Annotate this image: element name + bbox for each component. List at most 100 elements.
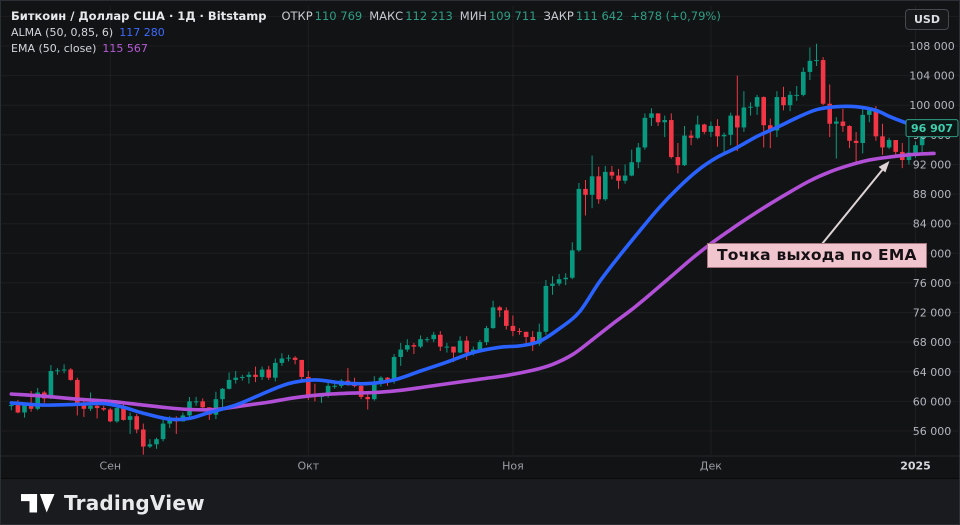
candle-body bbox=[616, 175, 621, 181]
ema-indicator-name: EMA (50, close) bbox=[11, 42, 97, 55]
candle-body bbox=[240, 376, 245, 378]
candle-body bbox=[431, 334, 436, 340]
candle-body bbox=[834, 121, 839, 124]
candle-body bbox=[88, 405, 93, 409]
candle-body bbox=[563, 277, 568, 280]
candle-body bbox=[154, 439, 159, 445]
price-axis-label[interactable]: 72 000 bbox=[913, 307, 952, 320]
symbol-title[interactable]: Биткоин / Доллар США · 1Д · Bitstamp bbox=[11, 9, 267, 23]
candle-body bbox=[464, 340, 469, 353]
price-axis-label[interactable]: 108 000 bbox=[909, 40, 955, 53]
price-axis-label[interactable]: 84 000 bbox=[913, 218, 952, 231]
candle-body bbox=[484, 328, 489, 343]
candle-body bbox=[517, 331, 522, 333]
candle-body bbox=[259, 369, 265, 377]
last-price-value: 96 907 bbox=[911, 122, 953, 135]
price-axis-label[interactable]: 68 000 bbox=[913, 336, 952, 349]
close-value: 111 642 bbox=[575, 9, 624, 23]
high-value: 112 213 bbox=[405, 9, 453, 23]
candle-body bbox=[332, 385, 337, 387]
change-value: +878 (+0,79%) bbox=[630, 9, 721, 23]
candle-body bbox=[497, 307, 502, 311]
time-axis-label[interactable]: Сен bbox=[99, 460, 121, 473]
price-axis-label[interactable]: 64 000 bbox=[913, 366, 952, 379]
candle-body bbox=[451, 346, 456, 353]
chart-legend: Биткоин / Доллар США · 1Д · Bitstamp ОТКР… bbox=[11, 8, 721, 58]
price-axis-label[interactable]: 56 000 bbox=[913, 425, 952, 438]
candle-body bbox=[504, 310, 509, 326]
ema-indicator-value: 115 567 bbox=[102, 42, 148, 55]
price-axis-label[interactable]: 88 000 bbox=[913, 188, 952, 201]
price-axis-label[interactable]: 60 000 bbox=[913, 395, 952, 408]
candle-body bbox=[682, 135, 687, 166]
tradingview-brand-name: TradingView bbox=[64, 491, 205, 515]
candle-body bbox=[781, 97, 786, 106]
candle-body bbox=[550, 283, 555, 286]
candle-body bbox=[715, 125, 720, 137]
exit-point-annotation-label[interactable]: Точка выхода по EMA bbox=[707, 243, 927, 268]
candle-body bbox=[787, 94, 793, 106]
candle-body bbox=[424, 339, 430, 341]
candle-body bbox=[213, 399, 219, 415]
candle-body bbox=[9, 405, 14, 407]
candle-body bbox=[741, 107, 747, 128]
candle-body bbox=[761, 97, 766, 126]
time-axis-label[interactable]: Окт bbox=[297, 460, 319, 473]
price-axis-label[interactable]: 100 000 bbox=[909, 99, 955, 112]
candle-body bbox=[840, 121, 846, 126]
candle-body bbox=[867, 110, 872, 115]
time-axis-label[interactable]: Ноя bbox=[502, 460, 524, 473]
currency-toggle-button[interactable]: USD bbox=[905, 9, 949, 30]
low-value: 109 711 bbox=[488, 9, 537, 23]
candle-body bbox=[28, 405, 34, 409]
symbol-legend-row[interactable]: Биткоин / Доллар США · 1Д · Bitstamp ОТКР… bbox=[11, 8, 721, 25]
candle-body bbox=[748, 106, 753, 108]
indicator-row-alma[interactable]: ALMA (50, 0,85, 6) 117 280 bbox=[11, 25, 721, 42]
candle-body bbox=[457, 340, 463, 353]
candle-body bbox=[754, 97, 760, 107]
candle-body bbox=[913, 145, 918, 153]
tradingview-brand-link[interactable]: TradingView bbox=[21, 491, 205, 516]
low-label: МИН bbox=[459, 9, 487, 23]
candle-body bbox=[299, 359, 304, 377]
candle-body bbox=[675, 157, 681, 166]
candle-body bbox=[200, 401, 205, 408]
candle-body bbox=[537, 331, 542, 344]
time-axis-label[interactable]: 2025 bbox=[900, 460, 931, 473]
open-value: 110 769 bbox=[314, 9, 363, 23]
candle-body bbox=[669, 120, 674, 158]
ema-line[interactable] bbox=[9, 151, 936, 412]
candle-body bbox=[325, 385, 331, 396]
price-axis-label[interactable]: 76 000 bbox=[913, 277, 952, 290]
candle-body bbox=[774, 97, 780, 131]
last-price-badge[interactable] bbox=[905, 119, 959, 138]
candle-body bbox=[246, 374, 252, 377]
indicator-row-ema[interactable]: EMA (50, close) 115 567 bbox=[11, 41, 721, 58]
candle-body bbox=[662, 120, 667, 123]
price-chart-canvas[interactable]: Сен Окт Ноя Дек 2025 108 000 104 000 100 000 96 … bbox=[1, 1, 959, 477]
candle-body bbox=[801, 71, 806, 95]
candle-body bbox=[702, 124, 707, 132]
high-label: МАКС bbox=[369, 9, 404, 23]
price-axis-label[interactable]: 104 000 bbox=[909, 70, 955, 83]
candle-body bbox=[134, 416, 139, 430]
candle-body bbox=[22, 405, 27, 413]
alma-line[interactable] bbox=[9, 104, 936, 422]
candle-body bbox=[510, 325, 516, 332]
price-axis-label[interactable]: 92 000 bbox=[913, 158, 952, 171]
candle-body bbox=[193, 401, 199, 403]
candle-body bbox=[141, 429, 146, 447]
candle-body bbox=[827, 103, 832, 124]
candle-body bbox=[253, 374, 258, 377]
candle-body bbox=[642, 117, 648, 148]
candle-body bbox=[523, 331, 529, 337]
candle-body bbox=[708, 125, 714, 132]
candle-body bbox=[94, 405, 100, 409]
candle-body bbox=[75, 379, 80, 406]
candle-body bbox=[688, 135, 694, 138]
candle-body bbox=[655, 113, 661, 123]
candle-body bbox=[365, 396, 370, 400]
candle-body bbox=[556, 279, 562, 284]
time-axis-label[interactable]: Дек bbox=[700, 460, 722, 473]
candle-body bbox=[873, 110, 879, 137]
